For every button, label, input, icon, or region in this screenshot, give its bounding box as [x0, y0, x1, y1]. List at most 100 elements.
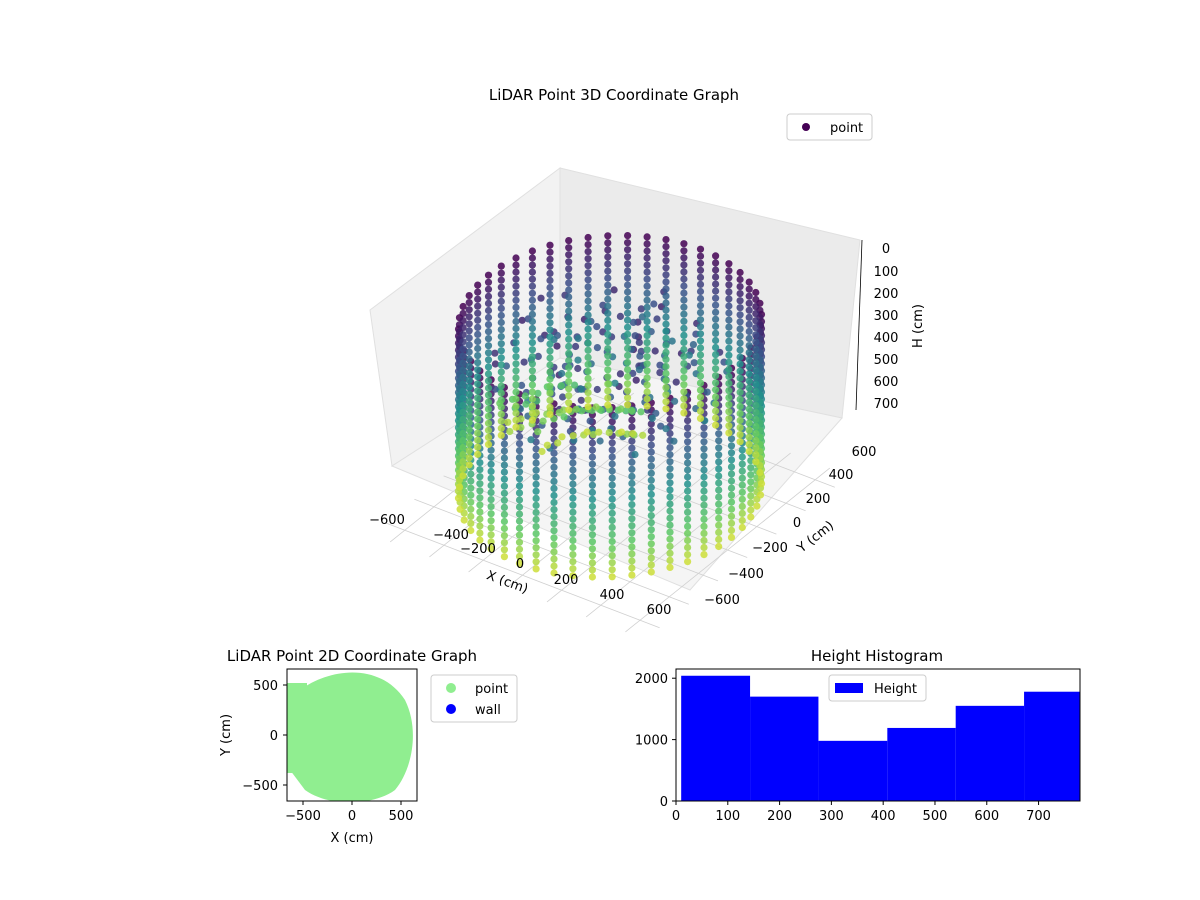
data-point-3d: [604, 380, 612, 388]
data-point-3d: [752, 324, 760, 332]
data-point-3d: [515, 510, 524, 518]
data-point-3d: [515, 552, 524, 561]
data-point-3d: [696, 337, 705, 345]
data-point-3d: [684, 459, 692, 467]
data-point-3d: [628, 571, 636, 579]
data-point-3d: [727, 526, 736, 535]
data-point-3d: [738, 523, 746, 532]
data-point-3d: [628, 557, 636, 565]
data-point-3d: [647, 420, 655, 428]
data-point-3d: [608, 446, 616, 454]
data-point-3d: [484, 271, 493, 279]
data-point-3d: [643, 240, 651, 248]
x-tick: 100: [715, 809, 740, 824]
data-point-3d: [738, 453, 746, 461]
data-point-3d: [736, 416, 744, 425]
data-point-3d: [467, 477, 475, 485]
data-point-3d: [515, 545, 524, 553]
data-point-3d: [696, 294, 705, 303]
points-2d: [287, 672, 413, 801]
data-point-3d: [712, 336, 720, 345]
data-point-3d: [647, 497, 655, 506]
data-point-3d: [647, 519, 655, 527]
data-point-3d: [474, 422, 482, 430]
data-point-3d: [662, 405, 670, 413]
data-point-3d: [628, 508, 636, 516]
data-point-3d: [465, 369, 473, 377]
data-point-3d: [752, 429, 760, 438]
data-point-3d: [680, 324, 688, 332]
data-point-3d: [680, 345, 688, 354]
data-point-3d: [497, 361, 505, 369]
data-point-3d: [604, 345, 612, 353]
data-point-3d: [712, 308, 720, 316]
data-point-3d: [637, 305, 645, 313]
data-point-3d: [628, 522, 636, 530]
data-point-3d: [662, 369, 670, 378]
data-point-3d: [662, 271, 670, 279]
data-point-3d: [476, 494, 484, 502]
data-point-3d: [736, 346, 744, 354]
data-point-3d: [610, 286, 618, 294]
data-point-3d: [583, 428, 591, 436]
data-point-3d: [624, 288, 632, 296]
data-point-3d: [604, 295, 612, 303]
x-tick: 0: [348, 809, 356, 824]
data-point-3d: [700, 466, 708, 474]
data-point-3d: [550, 527, 558, 535]
legend-marker-height: [835, 683, 863, 693]
data-point-3d: [595, 428, 603, 436]
data-point-3d: [484, 440, 493, 448]
data-point-3d: [557, 382, 565, 390]
data-point-3d: [727, 533, 736, 542]
data-point-3d: [532, 523, 540, 531]
data-point-3d: [515, 559, 524, 568]
data-point-3d: [569, 494, 577, 502]
data-point-3d: [680, 402, 688, 410]
data-point-3d: [712, 414, 720, 422]
data-point-3d: [752, 331, 760, 339]
data-point-3d: [684, 431, 692, 439]
data-point-3d: [506, 427, 514, 436]
data-point-3d: [684, 438, 692, 446]
data-point-3d: [647, 476, 655, 484]
data-point-3d: [747, 499, 755, 507]
data-point-3d: [668, 337, 676, 345]
data-point-3d: [604, 330, 612, 339]
data-point-3d: [588, 460, 597, 468]
data-point-3d: [666, 507, 674, 515]
data-point-3d: [725, 309, 733, 317]
data-point-3d: [672, 378, 680, 386]
y-tick: 600: [852, 445, 877, 460]
data-point-3d: [727, 477, 736, 485]
data-point-3d: [684, 424, 692, 432]
data-point-3d: [500, 482, 508, 490]
data-point-3d: [624, 366, 632, 374]
legend-label: point: [830, 121, 863, 136]
data-point-3d: [712, 407, 720, 415]
data-point-3d: [578, 407, 586, 415]
x-tick: 600: [647, 603, 672, 618]
data-point-3d: [565, 258, 573, 266]
data-point-3d: [459, 331, 467, 339]
data-point-3d: [584, 304, 592, 312]
data-point-3d: [624, 239, 632, 247]
data-point-3d: [745, 278, 753, 286]
data-point-3d: [643, 233, 651, 241]
data-point-3d: [497, 333, 505, 341]
data-point-3d: [512, 296, 520, 304]
data-point-3d: [565, 251, 573, 259]
data-point-3d: [474, 281, 482, 289]
data-point-3d: [604, 274, 612, 282]
data-point-3d: [550, 470, 558, 478]
data-point-3d: [474, 337, 482, 346]
data-point-3d: [736, 360, 744, 368]
data-point-3d: [465, 383, 473, 391]
data-point-3d: [628, 437, 636, 445]
data-point-3d: [487, 446, 495, 454]
data-point-3d: [546, 382, 554, 390]
data-point-3d: [550, 449, 558, 457]
data-point-3d: [745, 349, 753, 357]
data-point-3d: [725, 260, 733, 268]
data-point-3d: [666, 486, 674, 494]
